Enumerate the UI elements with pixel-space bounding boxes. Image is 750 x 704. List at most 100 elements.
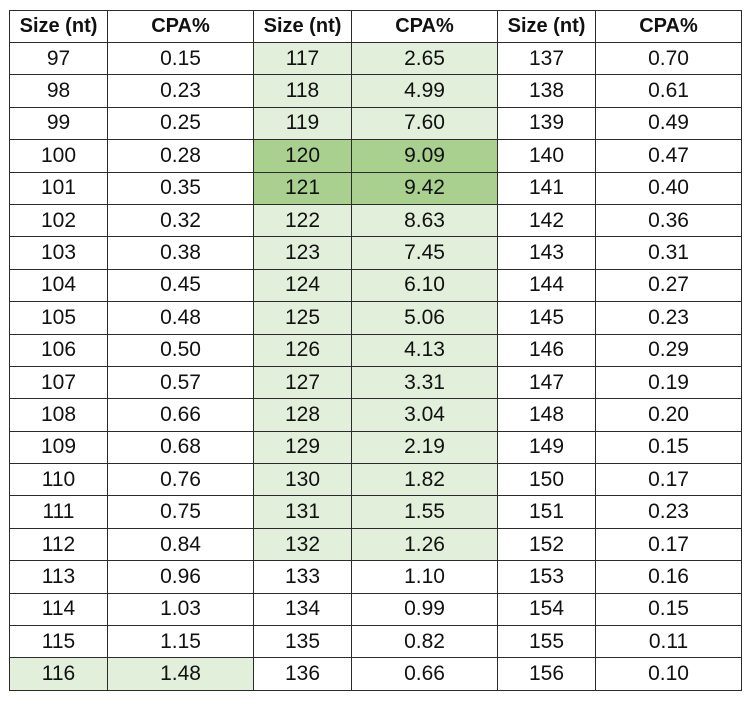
size-cell: 150 — [497, 463, 596, 497]
cpa-cell: 1.48 — [107, 657, 254, 691]
size-cell: 153 — [497, 560, 596, 594]
size-cell: 147 — [497, 365, 596, 400]
size-cell: 154 — [497, 592, 596, 627]
size-cell: 97 — [9, 41, 108, 76]
cpa-cell: 0.23 — [107, 74, 254, 108]
table-row: 111 0.75 131 1.55 151 0.23 — [9, 495, 742, 529]
size-cell: 135 — [253, 625, 352, 659]
cpa-cell: 0.82 — [351, 625, 498, 659]
cpa-cell: 0.84 — [107, 527, 254, 562]
cpa-cell: 0.11 — [595, 625, 742, 659]
cpa-cell: 0.38 — [107, 236, 254, 270]
size-cell: 144 — [497, 268, 596, 303]
cpa-cell: 7.45 — [351, 236, 498, 270]
size-cell: 117 — [253, 41, 352, 76]
cpa-cell: 0.23 — [595, 301, 742, 335]
cpa-cell: 0.17 — [595, 463, 742, 497]
size-cell: 110 — [9, 463, 108, 497]
table-row: 97 0.15 117 2.65 137 0.70 — [9, 41, 742, 76]
size-cell: 128 — [253, 398, 352, 432]
size-cell: 108 — [9, 398, 108, 432]
table-row: 108 0.66 128 3.04 148 0.20 — [9, 398, 742, 432]
cpa-cell: 9.42 — [351, 171, 498, 205]
table-row: 112 0.84 132 1.26 152 0.17 — [9, 527, 742, 562]
cpa-cell: 0.70 — [595, 41, 742, 76]
cpa-cell: 0.17 — [595, 527, 742, 562]
cpa-cell: 0.57 — [107, 365, 254, 400]
table-row: 110 0.76 130 1.82 150 0.17 — [9, 463, 742, 497]
size-cell: 145 — [497, 301, 596, 335]
size-cell: 106 — [9, 333, 108, 367]
size-cell: 142 — [497, 203, 596, 238]
cpa-cell: 0.19 — [595, 365, 742, 400]
table-row: 106 0.50 126 4.13 146 0.29 — [9, 333, 742, 367]
cpa-cell: 0.27 — [595, 268, 742, 303]
header-row: Size (nt) CPA% Size (nt) CPA% Size (nt) … — [9, 10, 742, 43]
size-cell: 118 — [253, 74, 352, 108]
cpa-cell: 5.06 — [351, 301, 498, 335]
cpa-size-table-container: Size (nt) CPA% Size (nt) CPA% Size (nt) … — [9, 10, 742, 691]
cpa-cell: 0.15 — [595, 592, 742, 627]
table-row: 102 0.32 122 8.63 142 0.36 — [9, 203, 742, 238]
table-row: 99 0.25 119 7.60 139 0.49 — [9, 106, 742, 141]
cpa-cell: 1.82 — [351, 463, 498, 497]
size-cell: 102 — [9, 203, 108, 238]
size-cell: 131 — [253, 495, 352, 529]
cpa-cell: 0.25 — [107, 106, 254, 141]
size-cell: 100 — [9, 139, 108, 173]
size-cell: 152 — [497, 527, 596, 562]
size-cell: 140 — [497, 139, 596, 173]
size-cell: 136 — [253, 657, 352, 691]
table-row: 101 0.35 121 9.42 141 0.40 — [9, 171, 742, 205]
size-cell: 101 — [9, 171, 108, 205]
size-cell: 105 — [9, 301, 108, 335]
cpa-cell: 6.10 — [351, 268, 498, 303]
header-cpa-3: CPA% — [595, 10, 742, 43]
table-row: 107 0.57 127 3.31 147 0.19 — [9, 365, 742, 400]
cpa-size-table: Size (nt) CPA% Size (nt) CPA% Size (nt) … — [9, 10, 742, 691]
size-cell: 149 — [497, 430, 596, 465]
cpa-cell: 1.15 — [107, 625, 254, 659]
header-cpa-1: CPA% — [107, 10, 254, 43]
table-row: 104 0.45 124 6.10 144 0.27 — [9, 268, 742, 303]
size-cell: 125 — [253, 301, 352, 335]
cpa-cell: 8.63 — [351, 203, 498, 238]
table-header: Size (nt) CPA% Size (nt) CPA% Size (nt) … — [9, 10, 742, 43]
cpa-cell: 0.20 — [595, 398, 742, 432]
size-cell: 122 — [253, 203, 352, 238]
header-cpa-2: CPA% — [351, 10, 498, 43]
size-cell: 151 — [497, 495, 596, 529]
size-cell: 111 — [9, 495, 108, 529]
cpa-cell: 0.10 — [595, 657, 742, 691]
size-cell: 141 — [497, 171, 596, 205]
table-row: 114 1.03 134 0.99 154 0.15 — [9, 592, 742, 627]
cpa-cell: 0.61 — [595, 74, 742, 108]
cpa-cell: 7.60 — [351, 106, 498, 141]
header-size-1: Size (nt) — [9, 10, 108, 43]
size-cell: 155 — [497, 625, 596, 659]
size-cell: 139 — [497, 106, 596, 141]
table-row: 103 0.38 123 7.45 143 0.31 — [9, 236, 742, 270]
cpa-cell: 1.10 — [351, 560, 498, 594]
cpa-cell: 0.49 — [595, 106, 742, 141]
table-row: 115 1.15 135 0.82 155 0.11 — [9, 625, 742, 659]
cpa-cell: 0.66 — [107, 398, 254, 432]
size-cell: 124 — [253, 268, 352, 303]
cpa-cell: 0.47 — [595, 139, 742, 173]
size-cell: 143 — [497, 236, 596, 270]
cpa-cell: 1.26 — [351, 527, 498, 562]
table-row: 116 1.48 136 0.66 156 0.10 — [9, 657, 742, 691]
size-cell: 103 — [9, 236, 108, 270]
size-cell: 133 — [253, 560, 352, 594]
size-cell: 98 — [9, 74, 108, 108]
cpa-cell: 0.15 — [107, 41, 254, 76]
cpa-cell: 0.28 — [107, 139, 254, 173]
cpa-cell: 3.04 — [351, 398, 498, 432]
size-cell: 148 — [497, 398, 596, 432]
size-cell: 107 — [9, 365, 108, 400]
cpa-cell: 0.35 — [107, 171, 254, 205]
size-cell: 127 — [253, 365, 352, 400]
cpa-cell: 2.19 — [351, 430, 498, 465]
size-cell: 99 — [9, 106, 108, 141]
cpa-cell: 0.99 — [351, 592, 498, 627]
